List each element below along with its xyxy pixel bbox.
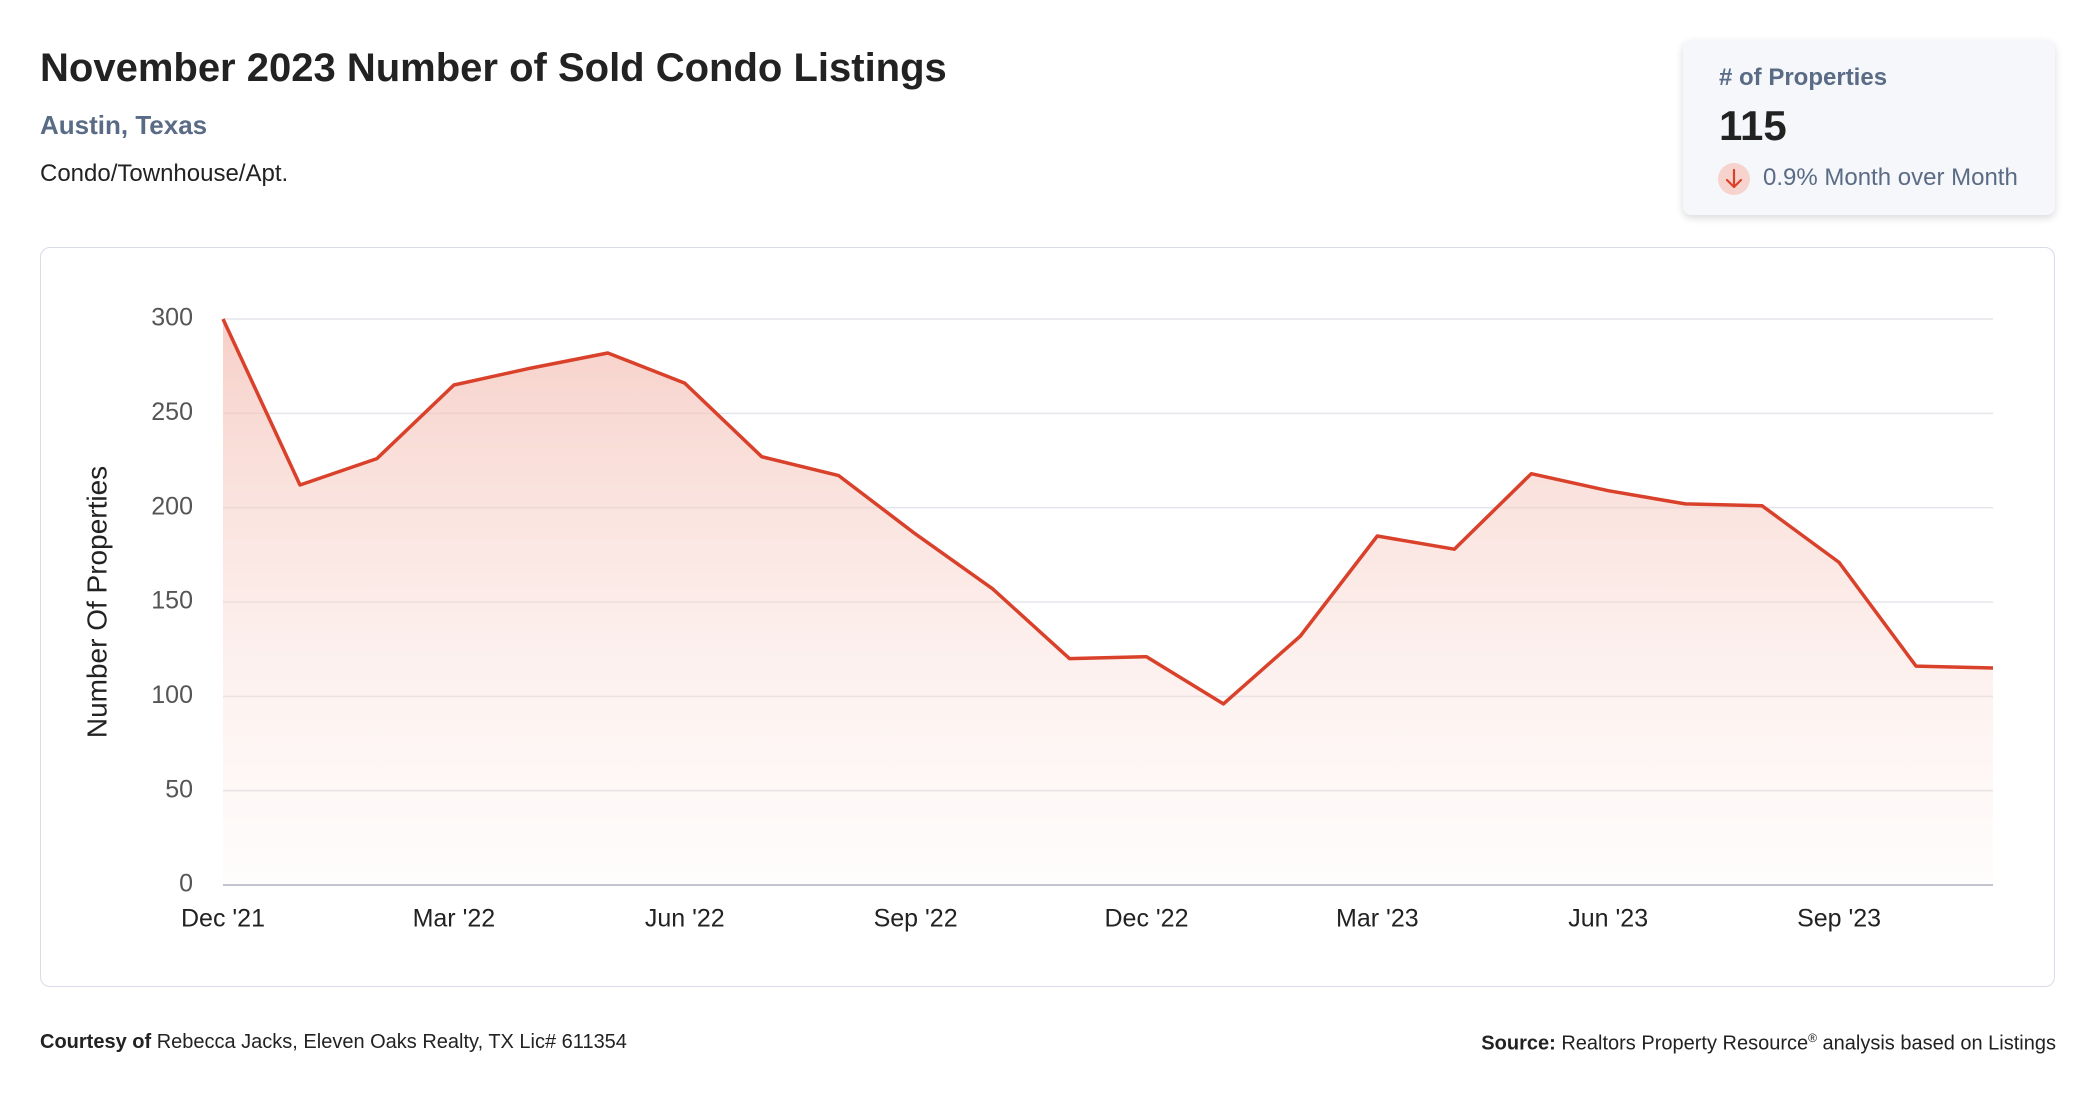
card-value: 115 (1719, 102, 1787, 149)
footer-courtesy: Courtesy of Rebecca Jacks, Eleven Oaks R… (40, 1031, 627, 1054)
stat-card: # of Properties 115 0.9% Month over Mont… (1683, 40, 2055, 215)
y-axis-label: Number Of Properties (81, 466, 112, 738)
y-tick-label: 200 (151, 492, 193, 520)
card-label: # of Properties (1719, 64, 1888, 91)
x-tick-label: Dec '21 (181, 905, 265, 933)
x-tick-label: Jun '23 (1568, 905, 1648, 933)
x-tick-label: Sep '22 (874, 905, 958, 933)
x-tick-label: Mar '23 (1336, 905, 1419, 933)
down-arrow-icon (1718, 163, 1750, 195)
line (221, 318, 1994, 706)
source-rest: analysis based on Listings (1822, 1032, 2056, 1055)
courtesy-text: Rebecca Jacks, Eleven Oaks Realty, TX Li… (156, 1031, 627, 1053)
chart: 0 50 100 150 200 250 300 Dec '21 Mar '22 Jun '22 S… (81, 304, 1994, 933)
source-text: Realtors Property Resource (1561, 1032, 1809, 1055)
courtesy-label: Courtesy of (40, 1031, 152, 1053)
y-tick-label: 250 (151, 398, 193, 426)
y-tick-label: 300 (151, 304, 193, 332)
source-label: Source: (1481, 1032, 1556, 1055)
x-tick-label: Sep '23 (1797, 905, 1881, 933)
area (223, 319, 1993, 885)
card-change: 0.9% Month over Month (1763, 164, 2018, 191)
x-tick-label: Jun '22 (645, 905, 725, 933)
y-tick-label: 0 (179, 870, 193, 898)
source-mark: ® (1808, 1031, 1817, 1045)
property-type: Condo/Townhouse/Apt. (40, 160, 289, 187)
y-tick-label: 50 (165, 775, 193, 803)
y-tick-label: 100 (151, 681, 193, 709)
y-tick-label: 150 (151, 587, 193, 615)
x-tick-label: Mar '22 (413, 905, 496, 933)
subtitle: Austin, Texas (40, 110, 208, 140)
chart-container: 0 50 100 150 200 250 300 Dec '21 Mar '22 Jun '22 S… (40, 247, 2055, 987)
title: November 2023 Number of Sold Condo Listi… (40, 46, 947, 90)
x-tick-label: Dec '22 (1104, 905, 1188, 933)
footer-source: Source: Realtors Property Resource® anal… (1481, 1031, 2056, 1056)
